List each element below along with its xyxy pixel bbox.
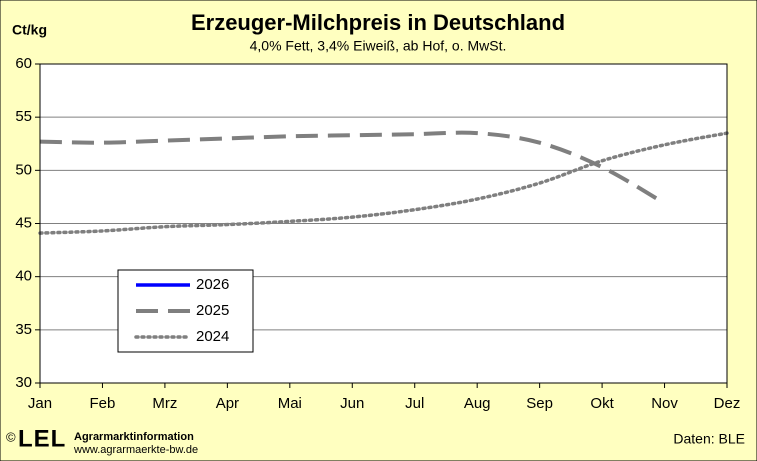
x-tick-label: Dez: [714, 395, 741, 412]
y-tick-label: 40: [15, 268, 32, 285]
y-axis-label: Ct/kg: [12, 22, 47, 38]
y-tick-label: 30: [15, 374, 32, 391]
x-tick-label: Apr: [216, 395, 239, 412]
y-tick-label: 60: [15, 55, 32, 72]
copyright: ©: [6, 429, 16, 444]
legend-label: 2026: [196, 276, 229, 293]
x-tick-label: Jul: [405, 395, 424, 412]
x-tick-label: Mai: [278, 395, 302, 412]
legend-entries: 2026 2025 2024: [134, 276, 229, 345]
legend-label: 2024: [196, 328, 229, 345]
x-tick-label: Feb: [90, 395, 116, 412]
chart-subtitle: 4,0% Fett, 3,4% Eiweiß, ab Hof, o. MwSt.: [250, 38, 507, 54]
source: Daten: BLE: [673, 431, 745, 447]
org-name: Agrarmarktinformation: [74, 431, 194, 443]
x-tick-label: Nov: [651, 395, 678, 412]
y-tick-label: 45: [15, 214, 32, 231]
x-tick-label: Mrz: [152, 395, 177, 412]
series-line: [39, 130, 666, 206]
lines: [38, 130, 729, 235]
logo: LEL: [18, 425, 66, 452]
series-line: [38, 131, 729, 235]
x-tick-label: Sep: [526, 395, 553, 412]
x-tick-label: Okt: [590, 395, 614, 412]
y-tick-label: 50: [15, 161, 32, 178]
x-tick-label: Jan: [28, 395, 52, 412]
chart-title: Erzeuger-Milchpreis in Deutschland: [191, 10, 565, 35]
plot-frame: [39, 63, 728, 384]
y-tick-label: 35: [15, 321, 32, 338]
org-url: www.agrarmaerkte-bw.de: [73, 444, 198, 456]
x-tick-label: Jun: [340, 395, 364, 412]
x-tick-label: Aug: [464, 395, 491, 412]
legend-label: 2025: [196, 302, 229, 319]
y-tick-label: 55: [15, 108, 32, 125]
